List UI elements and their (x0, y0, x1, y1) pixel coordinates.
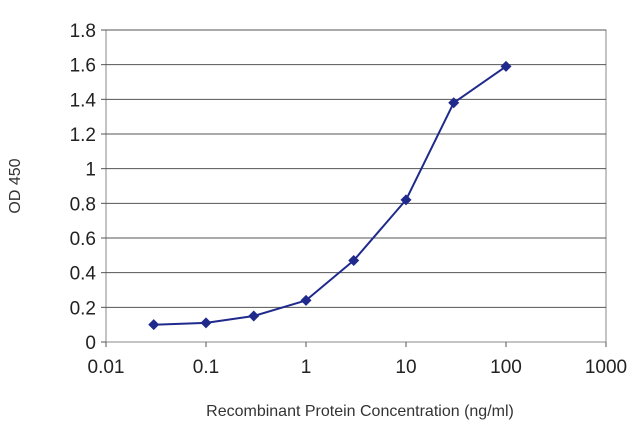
x-tick-label: 100 (490, 357, 522, 378)
data-point-marker (148, 319, 160, 331)
data-point-marker (300, 294, 312, 306)
x-tick-label: 1000 (585, 357, 627, 378)
x-axis-label: Recombinant Protein Concentration (ng/ml… (206, 403, 514, 420)
x-tick-label: 0.01 (88, 357, 125, 378)
y-axis-ticks: 0 0.2 0.4 0.6 0.8 1 1.2 1.4 1.6 1.8 (70, 21, 106, 354)
x-tick-label: 0.1 (193, 357, 219, 378)
y-tick-label: 0.2 (70, 298, 96, 319)
x-tick-label: 10 (395, 357, 416, 378)
x-axis-ticks: 0.01 0.1 1 10 100 1000 (88, 342, 627, 378)
series-group (148, 60, 512, 331)
y-tick-label: 1.8 (70, 21, 96, 42)
data-point-marker (248, 310, 260, 322)
data-point-marker (348, 255, 360, 267)
y-axis-label: OD 450 (7, 158, 24, 213)
y-tick-label: 0.4 (70, 264, 97, 285)
y-tick-label: 0.6 (70, 229, 96, 250)
plot-area (105, 29, 607, 343)
y-tick-label: 1.6 (70, 56, 96, 77)
data-point-marker (200, 317, 212, 329)
y-tick-label: 1.4 (70, 90, 97, 111)
data-point-marker (400, 194, 412, 206)
grid-lines (106, 29, 606, 308)
y-tick-label: 1.2 (70, 125, 96, 146)
y-tick-label: 0.8 (70, 194, 96, 215)
data-point-marker (500, 60, 512, 72)
series-line (153, 65, 507, 326)
x-tick-label: 1 (301, 357, 312, 378)
y-tick-label: 0 (85, 333, 96, 354)
data-point-marker (448, 97, 460, 109)
y-tick-label: 1 (85, 160, 96, 181)
